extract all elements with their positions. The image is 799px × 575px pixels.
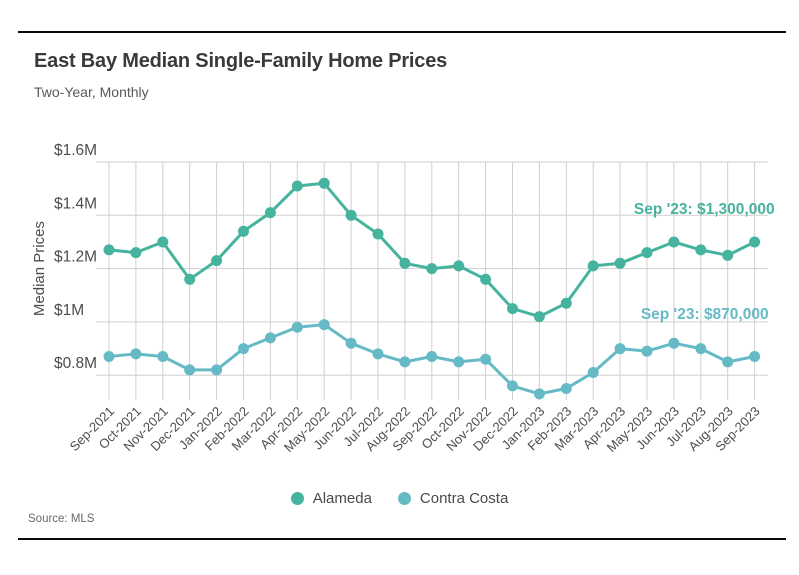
data-point[interactable] (533, 311, 545, 323)
data-point[interactable] (291, 321, 303, 333)
data-point[interactable] (668, 337, 680, 349)
data-point[interactable] (507, 303, 518, 315)
data-point[interactable] (238, 225, 249, 237)
data-point[interactable] (480, 353, 492, 365)
legend-dot-icon (397, 492, 411, 505)
data-point[interactable] (587, 260, 599, 272)
data-point[interactable] (695, 244, 707, 256)
y-axis-title: Median Prices (31, 221, 48, 316)
data-point[interactable] (453, 260, 465, 272)
data-point[interactable] (264, 207, 276, 219)
data-point[interactable] (722, 249, 734, 261)
data-point[interactable] (399, 257, 411, 269)
data-point[interactable] (480, 273, 492, 285)
svg-text:$1.4M: $1.4M (54, 195, 97, 212)
data-point[interactable] (157, 351, 169, 362)
data-point[interactable] (157, 236, 169, 248)
data-point[interactable] (372, 228, 384, 240)
data-point[interactable] (614, 343, 626, 355)
data-point[interactable] (560, 297, 572, 309)
legend-item-alameda: Alameda (290, 490, 372, 507)
data-point[interactable] (641, 345, 653, 357)
data-point[interactable] (372, 348, 384, 360)
data-point[interactable] (560, 383, 572, 394)
data-point[interactable] (749, 351, 761, 362)
data-point[interactable] (184, 364, 196, 376)
data-point[interactable] (184, 273, 196, 285)
bottom-divider (18, 538, 786, 540)
data-point[interactable] (345, 337, 357, 349)
page-title: East Bay Median Single-Family Home Price… (34, 50, 448, 72)
data-point[interactable] (318, 177, 330, 189)
legend-label: Alameda (312, 490, 372, 507)
data-point[interactable] (749, 236, 761, 248)
page-subtitle: Two-Year, Monthly (34, 84, 149, 100)
data-point[interactable] (264, 332, 276, 344)
home-prices-line-chart: $1.6M $1.4M $1.2M $1M $0.8M Median Prices Sep-… (31, 142, 775, 455)
annotation-alameda: Sep '23: $1,300,000 (634, 201, 775, 218)
chart-legend: Alameda Contra Costa (0, 490, 799, 507)
top-divider (18, 31, 786, 33)
svg-text:$0.8M: $0.8M (54, 355, 97, 372)
data-point[interactable] (345, 209, 357, 221)
svg-text:$1.2M: $1.2M (54, 249, 97, 266)
data-point[interactable] (291, 180, 303, 192)
annotation-contra-costa: Sep '23: $870,000 (641, 306, 769, 323)
svg-text:$1.6M: $1.6M (54, 142, 97, 159)
data-point[interactable] (318, 319, 330, 331)
data-point[interactable] (130, 247, 142, 259)
series-points-alameda (103, 177, 761, 323)
data-point[interactable] (103, 244, 115, 256)
source-note: Source: MLS (28, 513, 95, 525)
y-axis-labels: $1.6M $1.4M $1.2M $1M $0.8M (54, 142, 97, 372)
legend-dot-icon (290, 492, 304, 505)
legend-item-contra-costa: Contra Costa (397, 490, 509, 507)
data-point[interactable] (587, 367, 599, 378)
svg-text:$1M: $1M (54, 302, 84, 319)
x-axis-labels: Sep-2021Oct-2021Nov-2021Dec-2021Jan-2022… (67, 404, 763, 455)
data-point[interactable] (453, 356, 465, 368)
data-point[interactable] (533, 388, 545, 400)
data-point[interactable] (507, 380, 518, 392)
data-point[interactable] (103, 351, 115, 362)
legend-label: Contra Costa (419, 490, 509, 507)
data-point[interactable] (426, 263, 438, 275)
data-point[interactable] (426, 351, 438, 362)
data-point[interactable] (130, 348, 142, 360)
data-point[interactable] (722, 356, 734, 368)
data-point[interactable] (641, 247, 653, 259)
series-points-contra-costa (103, 319, 761, 400)
data-point[interactable] (238, 343, 249, 355)
data-point[interactable] (211, 255, 223, 267)
data-point[interactable] (614, 257, 626, 269)
data-point[interactable] (668, 236, 680, 248)
data-point[interactable] (211, 364, 223, 376)
data-point[interactable] (695, 343, 707, 355)
data-point[interactable] (399, 356, 411, 368)
x-gridlines (108, 162, 756, 400)
